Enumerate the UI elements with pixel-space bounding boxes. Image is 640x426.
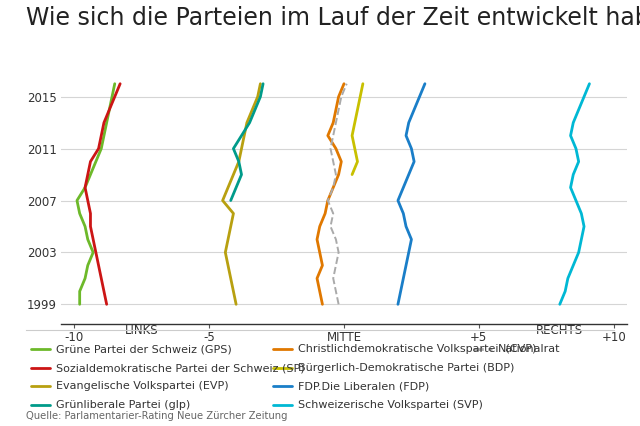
Text: Sozialdemokratische Partei der Schweiz (SP): Sozialdemokratische Partei der Schweiz (… [56,363,305,373]
Text: LINKS: LINKS [125,324,159,337]
Text: Nationalrat: Nationalrat [498,344,560,354]
Text: Schweizerische Volkspartei (SVP): Schweizerische Volkspartei (SVP) [298,400,483,410]
Text: Quelle: Parlamentarier-Rating Neue Zürcher Zeitung: Quelle: Parlamentarier-Rating Neue Zürch… [26,411,287,421]
Text: Wie sich die Parteien im Lauf der Zeit entwickelt haben: Wie sich die Parteien im Lauf der Zeit e… [26,6,640,30]
Text: FDP.Die Liberalen (FDP): FDP.Die Liberalen (FDP) [298,381,429,391]
Text: Bürgerlich-Demokratische Partei (BDP): Bürgerlich-Demokratische Partei (BDP) [298,363,514,373]
Text: Grünliberale Partei (glp): Grünliberale Partei (glp) [56,400,191,410]
Text: RECHTS: RECHTS [536,324,583,337]
Text: Evangelische Volkspartei (EVP): Evangelische Volkspartei (EVP) [56,381,229,391]
Text: Grüne Partei der Schweiz (GPS): Grüne Partei der Schweiz (GPS) [56,344,232,354]
Text: Christlichdemokratische Volkspartei  (CVP): Christlichdemokratische Volkspartei (CVP… [298,344,536,354]
